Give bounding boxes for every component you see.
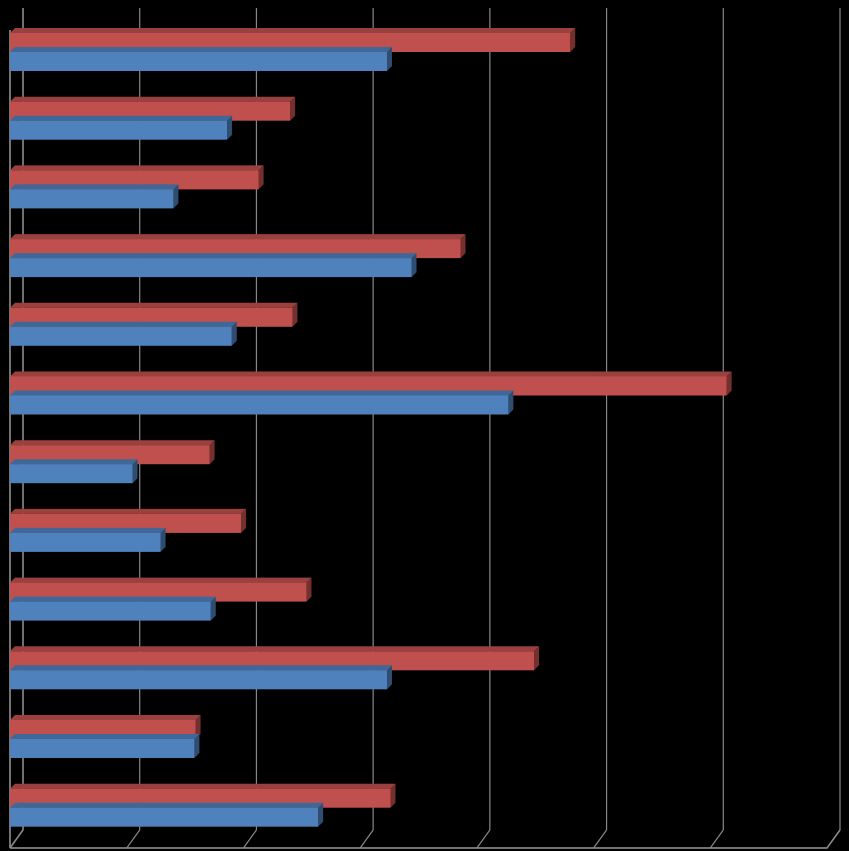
tick-mark (359, 829, 374, 849)
bar-top (10, 115, 233, 121)
bar-top (10, 577, 312, 583)
tick-mark (826, 829, 841, 849)
bar-top (10, 440, 215, 446)
bar-side (290, 96, 296, 121)
tick-mark (126, 829, 141, 849)
bar-side (390, 783, 396, 808)
bar (10, 52, 387, 71)
bar-side (534, 646, 540, 671)
bar-top (10, 527, 166, 533)
bar (10, 395, 509, 415)
bar-side (570, 28, 576, 52)
bar-top (10, 802, 324, 808)
bar (10, 739, 195, 758)
bar-side (508, 390, 514, 415)
bar-side (209, 440, 215, 465)
bar-side (386, 665, 392, 690)
bar-top (10, 646, 540, 652)
bar-top (10, 371, 732, 377)
bar (10, 670, 387, 690)
bar-side (306, 577, 312, 602)
bar-top (10, 253, 417, 259)
bar-side (195, 715, 201, 739)
tick-mark (476, 829, 491, 849)
bar-side (411, 253, 417, 278)
bar-top (10, 96, 296, 102)
bar-top (10, 28, 576, 33)
bar-side (318, 802, 324, 827)
bar-top (10, 665, 392, 671)
bar-side (386, 47, 392, 71)
bar-top (10, 47, 392, 52)
bar (10, 189, 174, 209)
bar-side (227, 115, 233, 140)
bar-top (10, 165, 264, 171)
bar (10, 807, 319, 827)
bar-top (10, 508, 247, 514)
bar-side (194, 734, 200, 758)
bar-top (10, 184, 179, 190)
tick-mark (242, 829, 257, 849)
bar-top (10, 459, 138, 465)
tick-mark (9, 829, 24, 849)
bar-top (10, 234, 466, 240)
bar-side (241, 508, 247, 533)
bar-top (10, 390, 514, 396)
bar (10, 120, 228, 140)
bar-side (160, 527, 166, 552)
bar-top (10, 596, 216, 602)
bar-side (460, 234, 466, 259)
bar-top (10, 715, 201, 720)
bar-side (292, 302, 298, 327)
tick-mark (709, 829, 724, 849)
bar-side (210, 596, 216, 621)
bar-top (10, 783, 396, 789)
tick-mark (593, 829, 608, 849)
bar-side (132, 459, 138, 484)
bar (10, 326, 232, 346)
bar-side (173, 184, 179, 209)
bar-top (10, 321, 237, 327)
bar (10, 464, 133, 484)
bar (10, 258, 412, 278)
bar-side (258, 165, 264, 190)
bar-side (726, 371, 732, 396)
bar-top (10, 302, 298, 308)
bar (10, 601, 211, 621)
bar-side (231, 321, 237, 346)
bar (10, 532, 161, 552)
bar-top (10, 734, 200, 739)
